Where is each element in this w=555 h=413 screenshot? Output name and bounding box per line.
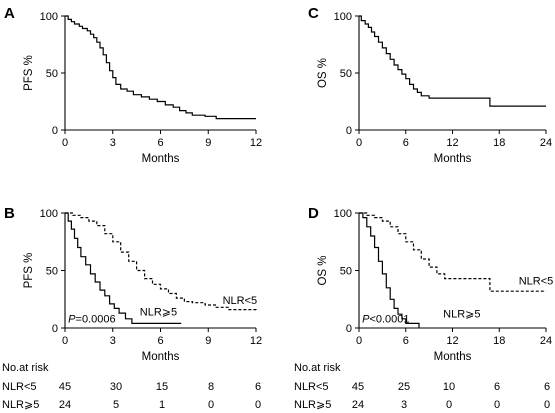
x-axis-label: Months <box>142 153 180 165</box>
panel-d: 0 6 12 18 24 0 50 100 Months OS % P<0.0001 NLR⩾5 NLR… <box>317 208 553 363</box>
risk-count: 0 <box>494 399 500 411</box>
curve-label: NLR<5 <box>223 295 258 307</box>
x-tick-label: 3 <box>110 335 116 347</box>
km-curve-nlr-lt5 <box>65 212 257 311</box>
y-tick-label: 100 <box>334 11 352 23</box>
x-tick-label: 0 <box>62 335 68 347</box>
risk-table-pfs: No.at risk NLR<5 45 30 15 8 6 NLR⩾5 24 5 1 0 0 <box>2 362 261 411</box>
p-value: <0.0001 <box>369 313 409 325</box>
risk-count: 0 <box>208 399 214 411</box>
p-symbol: P <box>68 313 76 325</box>
x-tick-label: 6 <box>403 335 409 347</box>
panel-label-c: C <box>308 5 319 22</box>
y-tick-label: 100 <box>40 208 58 220</box>
risk-row-label: NLR⩾5 <box>294 399 331 411</box>
x-tick-label: 0 <box>62 137 68 149</box>
x-axis-label: Months <box>434 153 472 165</box>
curve-label: NLR⩾5 <box>443 309 480 321</box>
risk-table-title: No.at risk <box>294 362 341 374</box>
risk-row-label: NLR⩾5 <box>2 399 39 411</box>
risk-count: 8 <box>208 381 214 393</box>
y-tick-label: 50 <box>340 68 352 80</box>
risk-count: 6 <box>255 381 261 393</box>
x-tick-label: 0 <box>356 335 362 347</box>
x-axis-label: Months <box>142 351 180 363</box>
panel-a: 0 3 6 9 12 0 50 100 Months PFS % <box>23 11 262 165</box>
risk-count: 0 <box>446 399 452 411</box>
x-tick-label: 9 <box>205 335 211 347</box>
risk-row-label: NLR<5 <box>2 381 37 393</box>
y-tick-label: 0 <box>346 323 352 335</box>
x-tick-label: 24 <box>540 335 552 347</box>
x-axis-label: Months <box>434 351 472 363</box>
x-tick-label: 12 <box>250 335 262 347</box>
km-curve-nlr-ge5 <box>65 212 182 324</box>
x-tick-label: 12 <box>446 137 458 149</box>
risk-table-os: No.at risk NLR<5 45 25 10 6 6 NLR⩾5 24 3 0 0 0 <box>294 362 550 411</box>
y-tick-label: 100 <box>40 11 58 23</box>
risk-count: 45 <box>59 381 71 393</box>
panel-c: 0 6 12 18 24 0 50 100 Months OS % <box>317 11 552 165</box>
risk-count: 24 <box>352 399 364 411</box>
x-tick-label: 0 <box>356 137 362 149</box>
risk-count: 6 <box>494 381 500 393</box>
panel-label-d: D <box>308 205 319 222</box>
km-curve-nlr-lt5 <box>359 212 546 292</box>
y-axis-label: OS % <box>317 58 329 88</box>
y-tick-label: 0 <box>52 323 58 335</box>
panel-label-a: A <box>4 5 15 22</box>
risk-count: 5 <box>113 399 119 411</box>
risk-count: 0 <box>255 399 261 411</box>
x-tick-label: 18 <box>493 335 505 347</box>
p-value: =0.0006 <box>76 313 116 325</box>
x-tick-label: 18 <box>493 137 505 149</box>
km-curve-all <box>65 15 256 120</box>
x-tick-label: 9 <box>205 137 211 149</box>
y-tick-label: 100 <box>334 208 352 220</box>
risk-row-label: NLR<5 <box>294 381 329 393</box>
curve-label: NLR⩾5 <box>140 306 177 318</box>
risk-count: 0 <box>544 399 550 411</box>
risk-count: 3 <box>401 399 407 411</box>
x-tick-label: 24 <box>540 137 552 149</box>
x-tick-label: 6 <box>403 137 409 149</box>
y-tick-label: 0 <box>52 125 58 137</box>
x-tick-label: 3 <box>110 137 116 149</box>
x-tick-label: 12 <box>446 335 458 347</box>
plot-area: 0 3 6 9 12 0 50 100 Months PFS % 0 6 12 18 24 0 50 100 Mon… <box>23 11 553 363</box>
p-symbol: P <box>362 313 370 325</box>
y-tick-label: 50 <box>340 266 352 278</box>
y-tick-label: 50 <box>46 68 58 80</box>
y-axis-label: PFS % <box>23 55 35 91</box>
y-tick-label: 50 <box>46 266 58 278</box>
x-tick-label: 6 <box>157 335 163 347</box>
risk-count: 1 <box>159 399 165 411</box>
p-value-label: P<0.0001 <box>362 313 409 325</box>
risk-count: 10 <box>443 381 455 393</box>
risk-table-title: No.at risk <box>2 362 49 374</box>
km-curve-nlr-ge5 <box>359 212 420 328</box>
x-tick-label: 12 <box>250 137 262 149</box>
risk-count: 6 <box>544 381 550 393</box>
x-tick-label: 6 <box>157 137 163 149</box>
risk-count: 24 <box>59 399 71 411</box>
risk-count: 25 <box>398 381 410 393</box>
y-axis-label: OS % <box>317 255 329 285</box>
y-axis-label: PFS % <box>23 253 35 289</box>
risk-count: 15 <box>156 381 168 393</box>
y-tick-label: 0 <box>346 125 352 137</box>
panel-b: 0 3 6 9 12 0 50 100 Months PFS % P=0.0006 NLR⩾5 NLR<… <box>23 208 262 363</box>
panel-label-b: B <box>4 205 15 222</box>
risk-count: 30 <box>110 381 122 393</box>
km-curve-all <box>359 15 546 107</box>
p-value-label: P=0.0006 <box>68 313 115 325</box>
risk-count: 45 <box>352 381 364 393</box>
curve-label: NLR<5 <box>519 275 554 287</box>
